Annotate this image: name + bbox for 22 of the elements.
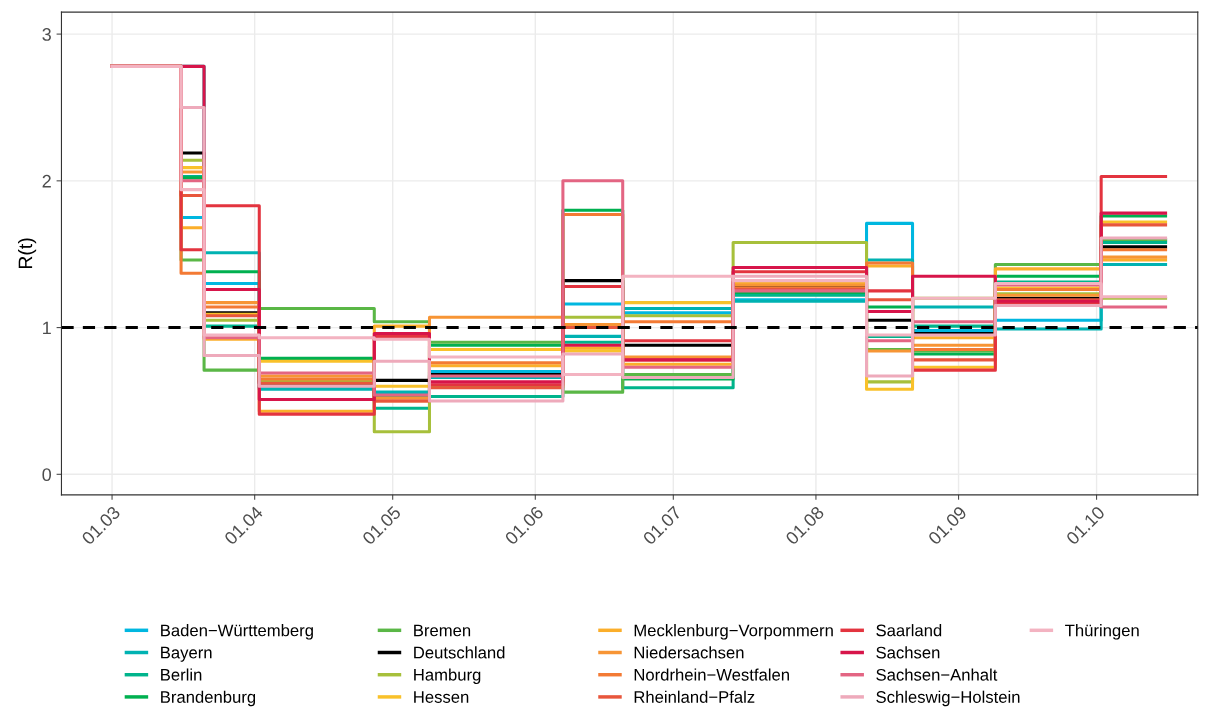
y-tick-label: 2 [42,174,51,188]
legend-label: Saarland [876,624,942,637]
legend-label: Sachsen [876,646,940,659]
legend-label: Rheinland−Pfalz [634,690,755,703]
legend-label: Deutschland [414,646,505,659]
legend-label: Mecklenburg−Vorpommern [634,624,833,640]
legend-label: Hessen [414,691,469,703]
legend-label: Baden−Württemberg [161,624,313,640]
legend-label: Brandenburg [161,690,256,707]
y-tick-label: 3 [42,28,51,41]
legend-label: Bayern [161,646,212,662]
y-tick-label: 1 [43,321,51,335]
legend-label: Hamburg [414,668,481,684]
legend-label: Niedersachsen [634,646,744,659]
y-axis-title: R(t) [18,238,37,269]
legend-label: Berlin [161,668,202,681]
legend-label: Bremen [414,624,471,637]
y-tick-label: 0 [42,468,52,482]
legend-label: Schleswig−Holstein [876,690,1020,707]
legend-label: Nordrhein−Westfalen [634,668,789,681]
legend-label: Sachsen−Anhalt [876,668,998,681]
legend-label: Thüringen [1065,624,1139,640]
